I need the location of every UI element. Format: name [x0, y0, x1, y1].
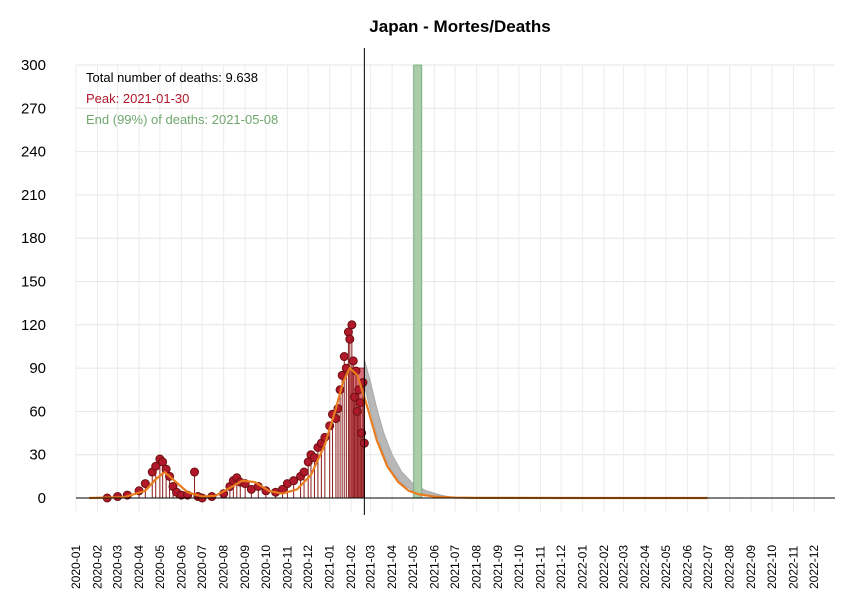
x-tick-label: 2020-04	[132, 545, 146, 589]
x-tick-label: 2021-08	[470, 545, 484, 589]
axes-layer	[76, 48, 835, 515]
x-tick-label: 2020-11	[280, 546, 294, 589]
x-tick-label: 2022-12	[807, 545, 821, 589]
x-tick-label: 2020-07	[195, 545, 209, 589]
y-tick-labels: 0 30 60 90 120 150 180 210 240 270 300	[21, 57, 46, 507]
observed-point	[140, 479, 150, 489]
x-tick-label: 2020-10	[259, 545, 273, 589]
observed-point	[158, 457, 168, 467]
x-tick-label: 2021-10	[512, 545, 526, 589]
x-tick-label: 2022-05	[659, 545, 673, 589]
observed-point	[289, 476, 299, 486]
x-tick-label: 2021-02	[344, 545, 358, 589]
smoothed-fit-line	[89, 366, 708, 500]
end-marker-bar	[413, 64, 423, 499]
y-tick-label: 210	[21, 187, 46, 204]
x-tick-label: 2021-12	[554, 545, 568, 589]
x-tick-label: 2020-12	[301, 545, 315, 589]
x-tick-label: 2022-08	[723, 545, 737, 589]
y-tick-label: 150	[21, 274, 46, 291]
x-tick-label: 2021-01	[323, 545, 337, 589]
total-deaths-annotation: Total number of deaths: 9.638	[86, 70, 258, 85]
observed-point	[348, 356, 358, 366]
x-tick-label: 2021-11	[533, 546, 547, 589]
x-tick-label: 2022-03	[617, 545, 631, 589]
x-tick-label: 2022-10	[765, 545, 779, 589]
observed-point	[345, 334, 355, 344]
y-tick-label: 270	[21, 100, 46, 117]
y-tick-label: 90	[29, 360, 46, 377]
observed-point	[352, 406, 362, 416]
observed-point	[190, 467, 200, 477]
x-tick-label: 2022-09	[744, 545, 758, 589]
x-tick-label: 2021-04	[385, 545, 399, 589]
x-tick-label: 2020-03	[111, 545, 125, 589]
y-tick-label: 300	[21, 57, 46, 74]
y-tick-label: 30	[29, 447, 46, 464]
observed-point	[299, 467, 309, 477]
x-tick-label: 2021-03	[364, 545, 378, 589]
end-annotation: End (99%) of deaths: 2021-05-08	[86, 112, 278, 127]
observed-point	[357, 428, 367, 438]
x-tick-label: 2020-09	[238, 545, 252, 589]
observed-point	[347, 320, 357, 330]
y-tick-label: 60	[29, 403, 46, 420]
x-tick-label: 2022-01	[576, 545, 590, 589]
y-tick-label: 180	[21, 230, 46, 247]
x-tick-label: 2020-02	[90, 545, 104, 589]
fit-line-layer	[89, 366, 708, 500]
x-tick-label: 2021-07	[448, 545, 462, 589]
y-tick-label: 240	[21, 144, 46, 161]
x-tick-label: 2020-05	[153, 545, 167, 589]
x-tick-label: 2020-01	[69, 545, 83, 589]
y-tick-label: 0	[38, 490, 46, 507]
x-tick-label: 2022-07	[701, 545, 715, 589]
x-tick-label: 2021-05	[406, 545, 420, 589]
x-tick-label: 2020-06	[174, 545, 188, 589]
x-tick-label: 2022-06	[680, 545, 694, 589]
grid-lines	[75, 64, 835, 512]
y-tick-label: 120	[21, 317, 46, 334]
x-tick-label: 2022-02	[597, 545, 611, 589]
x-tick-label: 2020-08	[217, 545, 231, 589]
x-tick-label: 2022-11	[786, 546, 800, 589]
peak-annotation: Peak: 2021-01-30	[86, 91, 189, 106]
x-tick-label: 2022-04	[638, 545, 652, 589]
x-tick-label: 2021-09	[491, 545, 505, 589]
chart-title: Japan - Mortes/Deaths	[369, 17, 550, 36]
observed-point	[339, 352, 349, 362]
x-tick-labels: 2020-01 2020-02 2020-03 2020-04 2020-05 2020-…	[69, 545, 821, 589]
x-tick-label: 2021-06	[427, 545, 441, 589]
